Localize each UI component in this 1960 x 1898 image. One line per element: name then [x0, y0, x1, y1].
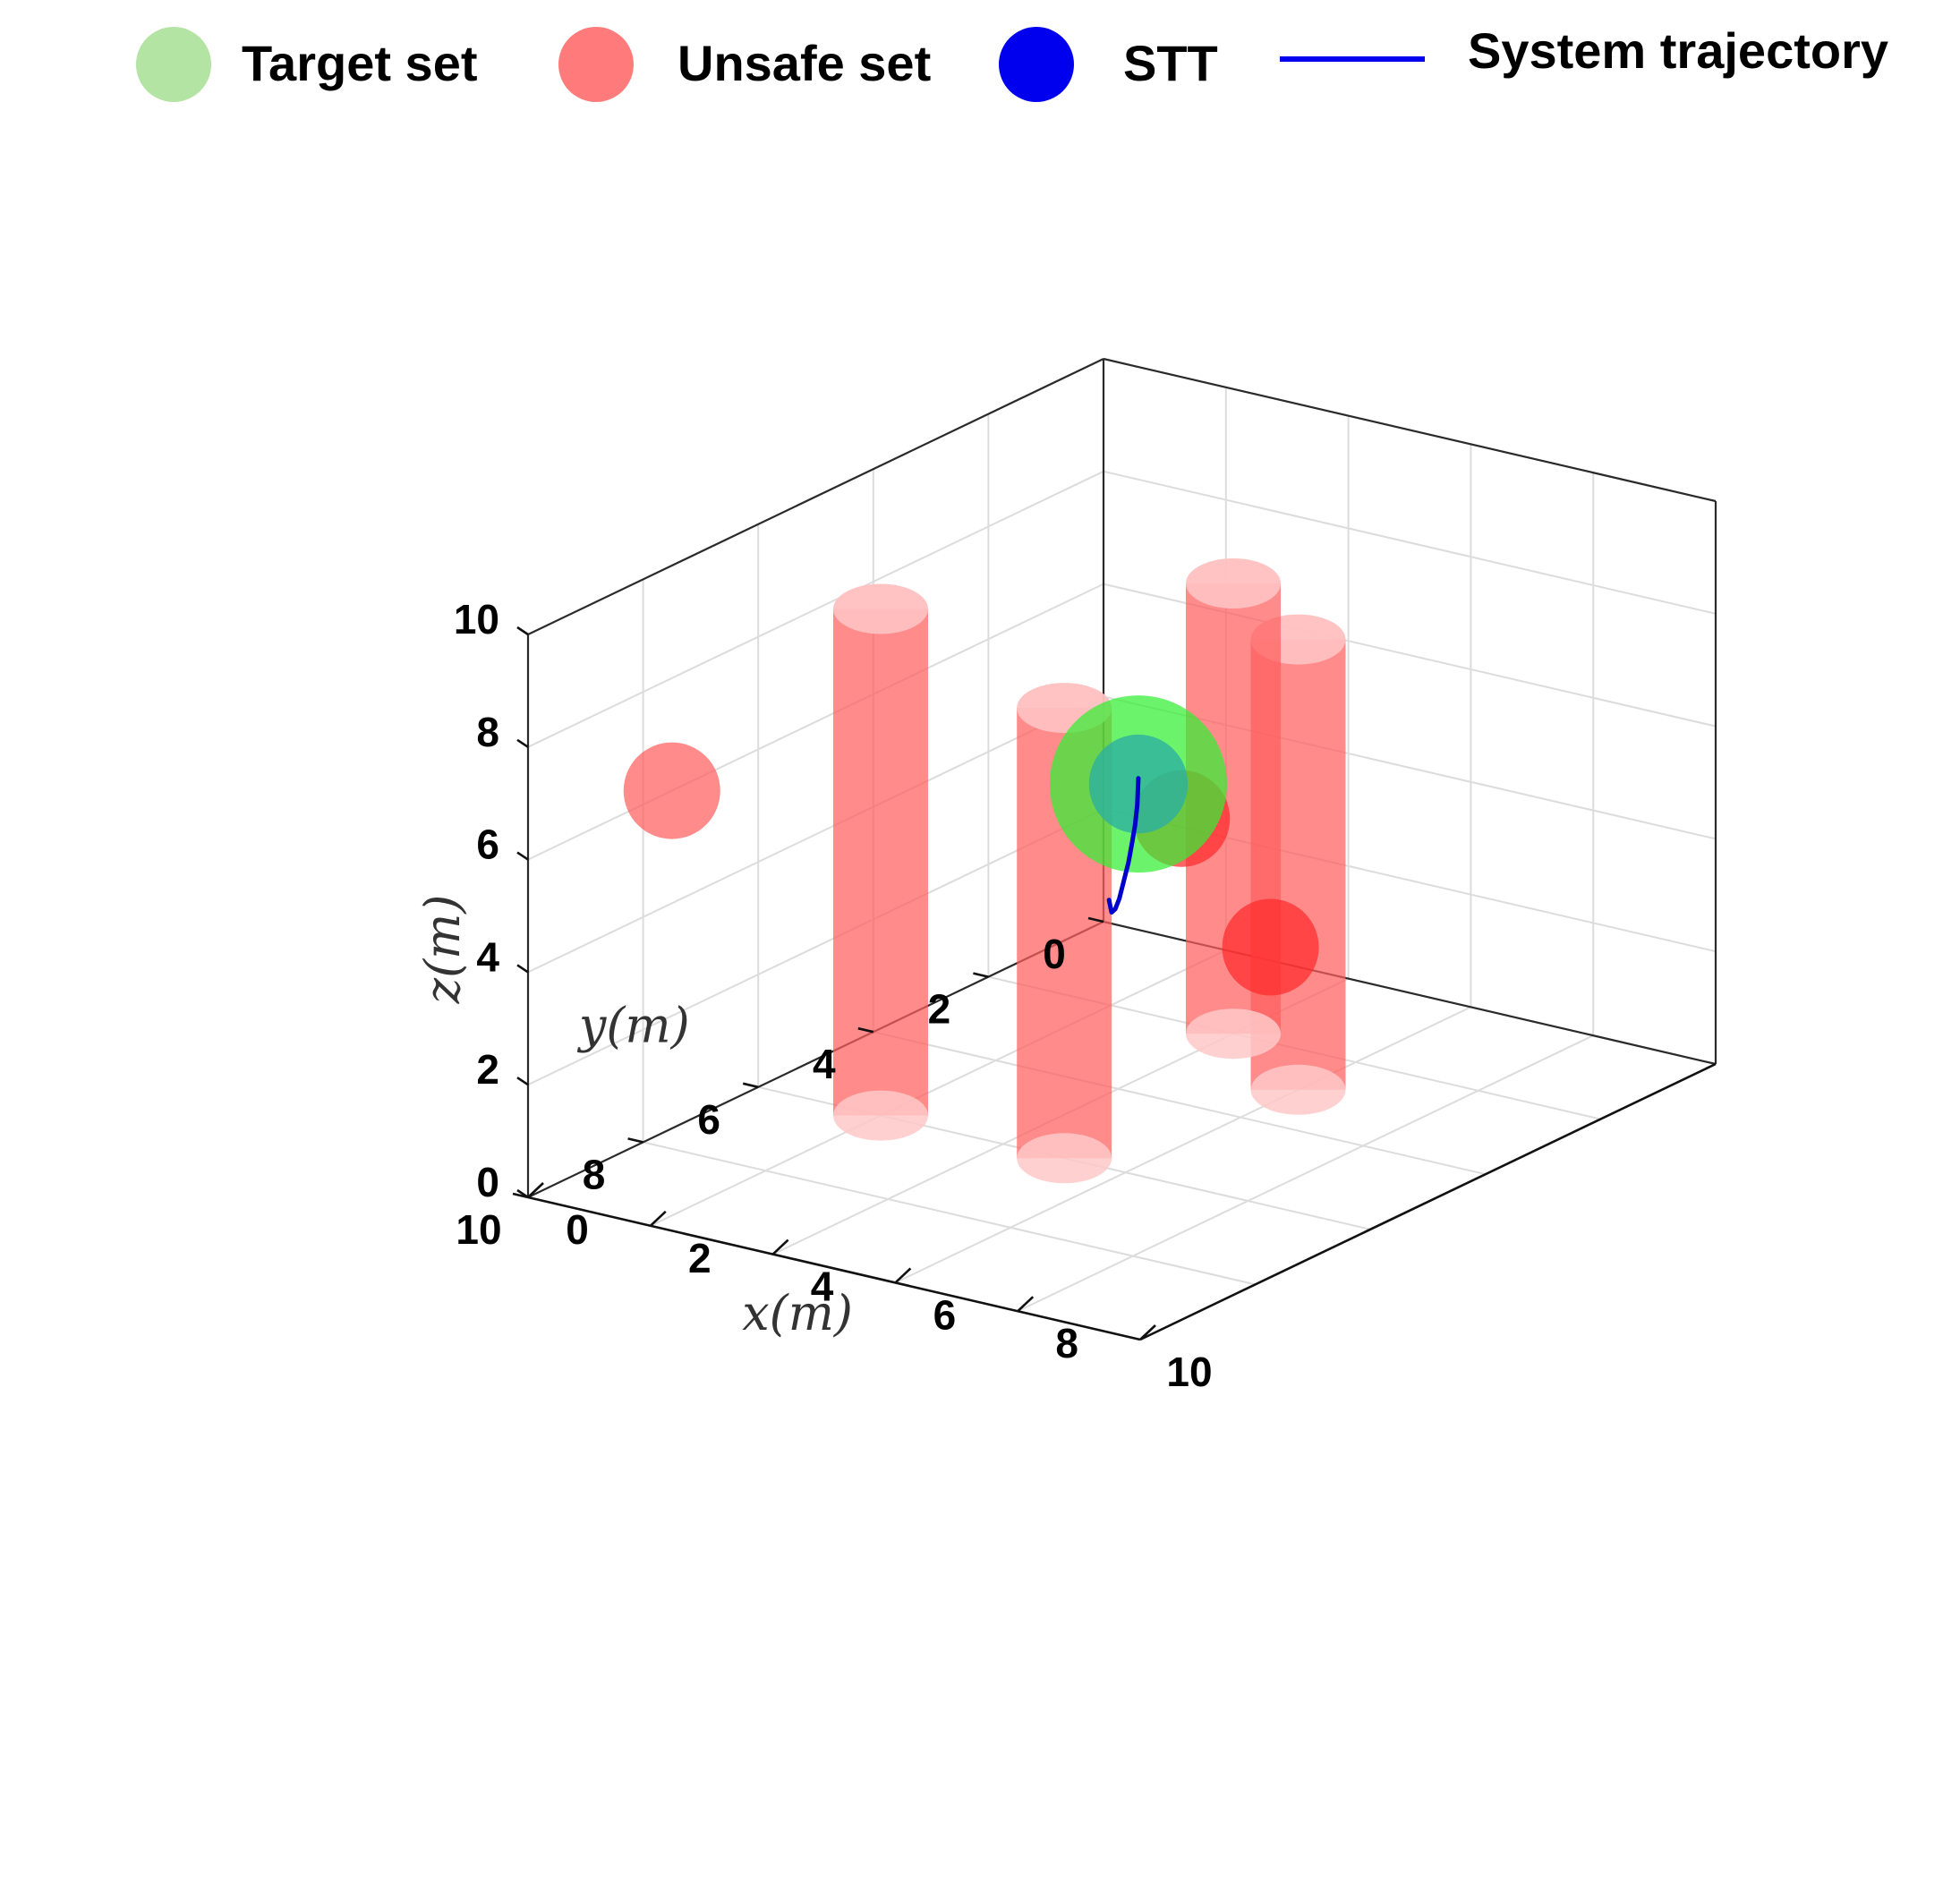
- y-tick: [857, 1026, 874, 1034]
- legend-label: System trajectory: [1468, 22, 1888, 79]
- x-tick: [649, 1210, 667, 1227]
- x-tick: [1139, 1324, 1156, 1341]
- legend-entry: System trajectory: [1280, 22, 1888, 79]
- box-edge: [527, 1196, 1141, 1341]
- y-tick: [973, 972, 989, 978]
- x-tick-label: 0: [566, 1206, 589, 1253]
- cylinder-bottom-cap: [1017, 1133, 1112, 1184]
- gridline: [527, 808, 1104, 1086]
- box-edge: [1139, 1062, 1717, 1341]
- gridline: [527, 583, 1104, 861]
- x-tick-label: 10: [1166, 1349, 1212, 1395]
- x-tick-label: 4: [811, 1264, 834, 1310]
- y-tick: [627, 1137, 643, 1144]
- cylinder-bottom-cap: [1186, 1009, 1281, 1060]
- y-tick-label: 10: [456, 1206, 501, 1253]
- x-tick: [1017, 1296, 1035, 1313]
- cylinder-bottom-cap: [833, 1090, 928, 1141]
- legend-label: Unsafe set: [677, 35, 931, 91]
- cylinder-top-cap: [833, 583, 928, 634]
- gridline: [527, 470, 1104, 748]
- cylinder-body: [833, 609, 928, 1116]
- y-tick-label: 0: [1043, 931, 1066, 977]
- legend-circle-marker: [136, 27, 211, 102]
- box-edge: [527, 921, 1104, 1198]
- legend-circle-marker: [558, 27, 634, 102]
- box-edge: [1103, 357, 1717, 503]
- z-tick: [516, 626, 529, 636]
- y-tick-label: 8: [583, 1151, 606, 1197]
- x-tick: [771, 1238, 789, 1255]
- legend-entry: Unsafe set: [558, 27, 931, 102]
- cylinder-bottom-cap: [1250, 1064, 1346, 1115]
- cylinder-top-cap: [1186, 558, 1281, 609]
- x-tick-label: 6: [933, 1291, 957, 1338]
- z-tick-label: 8: [476, 709, 499, 755]
- z-tick: [516, 964, 529, 974]
- gridline: [894, 1006, 1471, 1284]
- x-tick: [527, 1182, 544, 1198]
- gridline: [1103, 470, 1717, 615]
- z-tick-label: 2: [476, 1046, 499, 1093]
- box-edge: [527, 358, 1104, 635]
- x-tick-label: 8: [1055, 1320, 1078, 1366]
- z-tick: [516, 738, 529, 748]
- y-tick-label: 6: [697, 1096, 720, 1143]
- gridline: [1017, 1034, 1594, 1313]
- z-tick-label: 6: [476, 821, 499, 868]
- y-tick: [742, 1082, 759, 1089]
- legend-circle-marker: [999, 27, 1074, 102]
- y-tick-label: 4: [813, 1041, 836, 1087]
- z-tick-label: 4: [476, 933, 499, 980]
- legend-label: STT: [1123, 35, 1218, 91]
- gridline: [873, 1031, 1487, 1176]
- y-tick-label: 2: [928, 986, 951, 1033]
- z-tick-label: 0: [476, 1159, 499, 1205]
- z-tick: [516, 1077, 529, 1086]
- z-tick: [516, 851, 529, 861]
- gridline: [650, 949, 1227, 1227]
- y-tick: [512, 1192, 529, 1199]
- system-trajectory-line: [1106, 776, 1141, 915]
- x-tick: [894, 1267, 912, 1284]
- unsafe-sphere: [1222, 898, 1319, 996]
- gridline: [527, 695, 1104, 974]
- unsafe-cylinder: [833, 583, 928, 1141]
- legend-entry: STT: [999, 27, 1218, 102]
- unsafe-sphere: [623, 742, 720, 839]
- gridline: [643, 1141, 1256, 1286]
- z-axis-label: z(m): [414, 895, 471, 1005]
- x-tick-label: 2: [688, 1235, 712, 1281]
- legend-label: Target set: [242, 35, 477, 91]
- y-tick: [1087, 916, 1104, 923]
- y-axis-label: y(m): [577, 997, 690, 1053]
- legend-entry: Target set: [136, 27, 477, 102]
- x-axis-label: x(m): [742, 1285, 853, 1341]
- z-tick-label: 10: [454, 596, 499, 643]
